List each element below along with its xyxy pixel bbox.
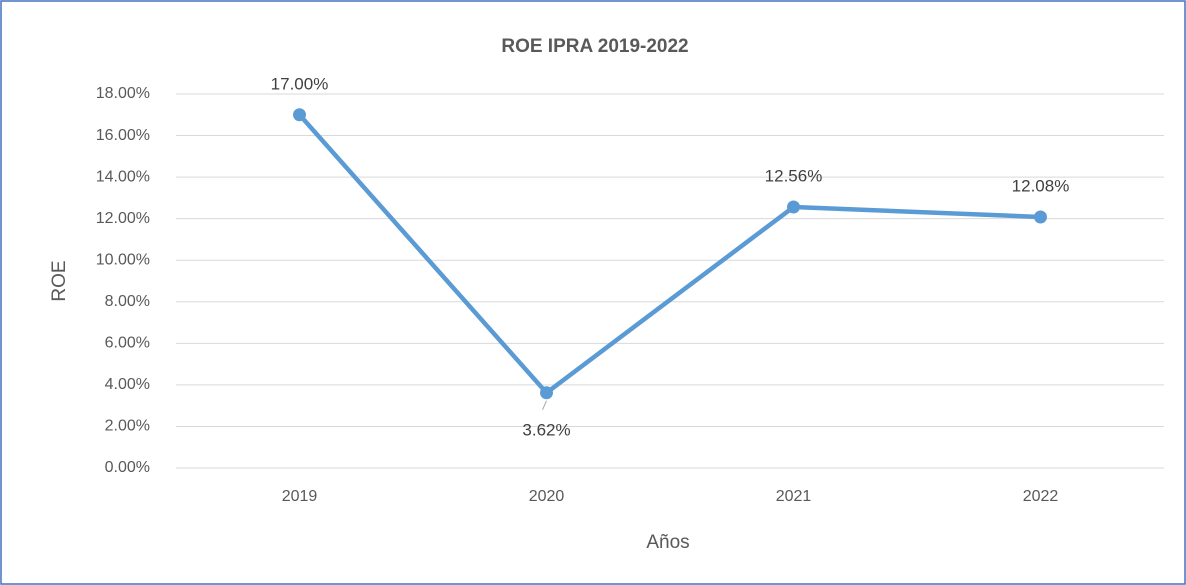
- y-tick-label: 12.00%: [96, 210, 150, 227]
- line: [297, 113, 1041, 396]
- data-label: 17.00%: [271, 74, 329, 93]
- y-axis-label: ROE: [49, 260, 70, 301]
- y-tick-label: 16.00%: [96, 127, 150, 144]
- chart-title: ROE IPRA 2019-2022: [501, 36, 688, 57]
- marker: [1034, 210, 1047, 224]
- x-axis-label: Años: [646, 532, 689, 553]
- y-tick-label: 18.00%: [96, 85, 150, 102]
- y-tick-label: 14.00%: [96, 168, 150, 185]
- marker: [787, 200, 800, 214]
- y-tick-label: 6.00%: [105, 335, 150, 352]
- y-tick-label: 8.00%: [105, 293, 150, 310]
- x-tick-label: 2020: [529, 488, 565, 505]
- x-tick-label: 2021: [776, 488, 812, 505]
- x-tick-label: 2022: [1023, 488, 1059, 505]
- marker: [293, 108, 306, 122]
- data-label: 12.56%: [765, 167, 823, 186]
- y-tick-label: 10.00%: [96, 251, 150, 268]
- leader-line: [542, 400, 547, 410]
- marker: [540, 386, 553, 400]
- y-tick-label: 2.00%: [105, 418, 150, 435]
- x-tick-label: 2019: [282, 488, 318, 505]
- data-label: 3.62%: [522, 420, 570, 439]
- y-tick-label: 4.00%: [105, 376, 150, 393]
- y-tick-label: 0.00%: [105, 459, 150, 476]
- data-label: 12.08%: [1012, 176, 1070, 195]
